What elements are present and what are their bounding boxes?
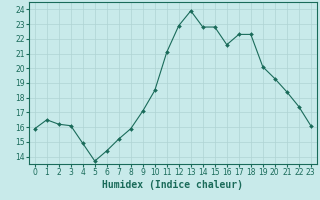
X-axis label: Humidex (Indice chaleur): Humidex (Indice chaleur) xyxy=(102,180,243,190)
